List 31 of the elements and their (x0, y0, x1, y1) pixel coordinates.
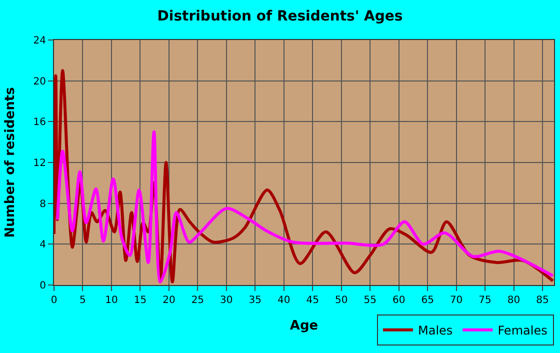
line-series (56, 130, 554, 284)
x-tick-label: 20 (162, 295, 176, 306)
x-tick-label: 75 (478, 295, 492, 306)
y-tick-label: 12 (33, 158, 46, 169)
y-tick-label: 0 (40, 280, 46, 292)
legend-label: Males (418, 324, 453, 338)
x-tick-label: 55 (364, 295, 376, 306)
x-tick-label: 60 (392, 295, 406, 306)
y-tick-label: 8 (40, 198, 46, 210)
x-tick-label: 35 (248, 295, 262, 306)
x-tick-label: 45 (306, 295, 319, 306)
x-tick-label: 80 (507, 295, 520, 306)
x-tick-label: 5 (80, 295, 86, 306)
x-tick-label: 15 (134, 295, 147, 306)
x-tick-label: 0 (50, 295, 58, 306)
x-tick-label: 30 (220, 295, 233, 306)
x-tick-label: 50 (334, 295, 348, 306)
x-tick-label: 40 (278, 295, 290, 306)
y-tick-label: 20 (33, 76, 46, 88)
x-tick-label: 85 (536, 295, 549, 306)
x-tick-label: 65 (421, 295, 434, 306)
y-axis-title: Number of residents (3, 86, 18, 238)
y-tick-label: 24 (33, 36, 46, 46)
chart-title: Distribution of Residents' Ages (157, 8, 403, 24)
legend-label: Females (498, 324, 548, 338)
x-axis-title: Age (290, 318, 318, 334)
x-tick-label: 10 (105, 295, 118, 306)
y-tick-label: 16 (33, 117, 46, 128)
x-tick-label: 25 (191, 295, 204, 306)
x-tick-label: 70 (450, 295, 463, 306)
y-tick-label: 4 (40, 240, 46, 251)
